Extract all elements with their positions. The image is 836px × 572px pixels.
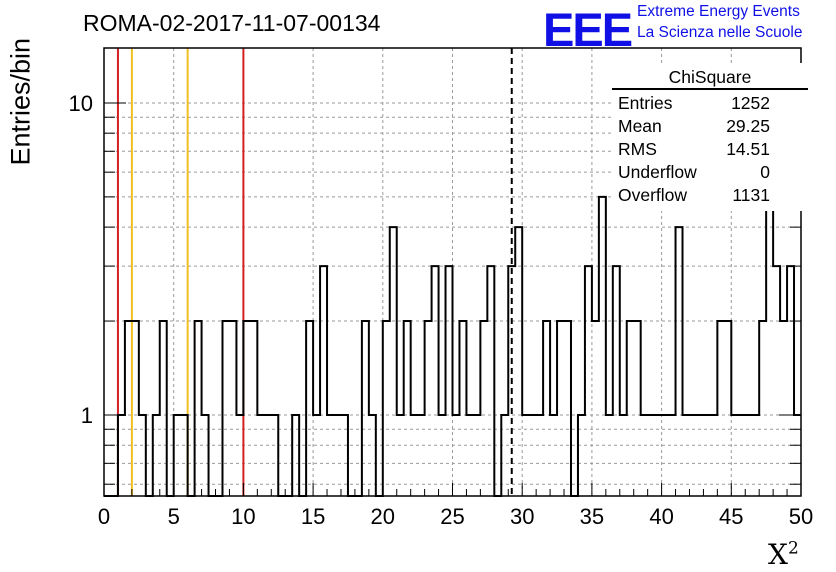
y-tick-label: 10 [69, 91, 93, 116]
x-tick-label: 15 [301, 504, 325, 529]
stats-key: Entries [618, 93, 673, 113]
stats-title: ChiSquare [668, 67, 752, 87]
stats-box: ChiSquare Entries 1252 Mean 29.25 RMS 14… [612, 63, 808, 211]
stats-row-mean: Mean 29.25 [618, 116, 770, 138]
y-tick-label: 1 [81, 403, 93, 428]
axis-tick-labels: 0 5 10 15 20 25 30 35 40 45 50 1 10 [69, 91, 814, 529]
logo-line-2: La Scienza nelle Scuole [637, 24, 803, 41]
x-tick-label: 10 [231, 504, 255, 529]
x-tick-label: 30 [510, 504, 534, 529]
stats-value: 1131 [732, 185, 770, 205]
stats-row-rms: RMS 14.51 [618, 139, 770, 161]
x-tick-label: 40 [649, 504, 673, 529]
x-tick-label: 45 [719, 504, 743, 529]
x-axis-label-superscript: 2 [787, 538, 799, 559]
stats-value: 29.25 [726, 116, 770, 136]
stats-title-rule [612, 88, 808, 90]
x-axis-label-base: X [768, 538, 788, 571]
chart-title: ROMA-02-2017-11-07-00134 [83, 10, 381, 36]
x-tick-label: 50 [789, 504, 813, 529]
stats-key: Underflow [618, 162, 697, 182]
stats-key: Overflow [618, 185, 688, 205]
stats-value: 0 [760, 162, 770, 182]
stats-row-overflow: Overflow 1131 [618, 185, 770, 207]
histogram-outline [104, 171, 801, 497]
histogram-bars [104, 171, 801, 497]
x-tick-label: 5 [168, 504, 180, 529]
stats-key: Mean [618, 116, 662, 136]
stats-row-underflow: Underflow 0 [618, 162, 770, 184]
x-tick-label: 25 [440, 504, 464, 529]
axis-ticks [103, 102, 802, 496]
stats-value: 1252 [731, 93, 770, 113]
logo-line-1: Extreme Energy Events [637, 3, 800, 20]
y-axis-label: Entries/bin [5, 37, 36, 166]
x-tick-label: 35 [580, 504, 604, 529]
eee-logo: EEE [543, 3, 633, 56]
x-tick-label: 0 [98, 504, 110, 529]
x-axis-label: X2 [768, 538, 799, 571]
stats-row-entries: Entries 1252 [618, 93, 770, 115]
x-tick-label: 20 [371, 504, 395, 529]
stats-value: 14.51 [726, 139, 770, 159]
stats-key: RMS [618, 139, 657, 159]
